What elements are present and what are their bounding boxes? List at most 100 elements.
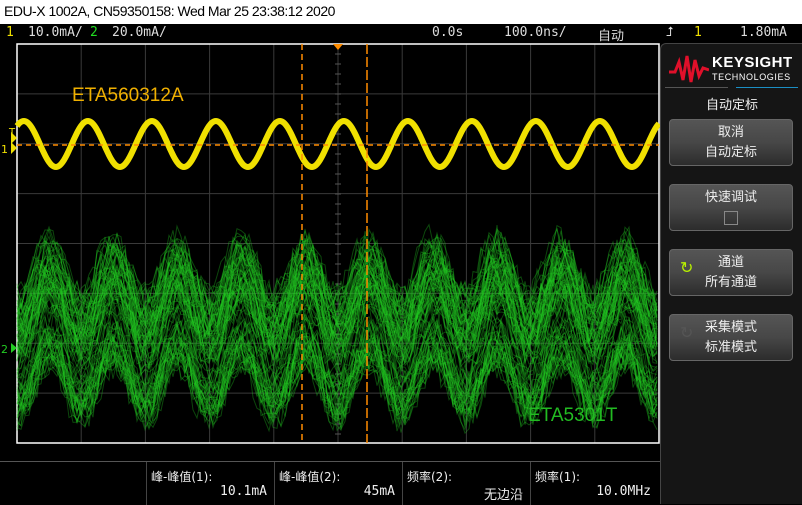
ch2-waveform-trace [16, 241, 658, 323]
trigger-position-marker [333, 44, 343, 50]
divider [665, 87, 728, 88]
menu-title: 自动定标 [705, 98, 758, 113]
ch2-waveform-trace [16, 231, 658, 318]
measurement-1[interactable]: 峰-峰值(1): 10.1mA [146, 462, 271, 505]
ch2-waveform-trace [16, 240, 658, 326]
rising-edge-icon: ⮥ [666, 25, 674, 40]
ch2-waveform-trace [16, 339, 658, 427]
ch2-waveform-trace [16, 260, 658, 347]
ch2-trace-label: ETA5301T [528, 405, 618, 426]
acquire-mode-button[interactable]: ↻ 采集模式 标准模式 [669, 314, 793, 361]
ch2-waveform-trace [16, 250, 658, 336]
ch2-waveform-trace [16, 335, 658, 419]
ch2-waveform-trace [16, 244, 658, 327]
ch2-waveform-trace [16, 225, 658, 312]
measurement-label: 峰-峰值(2): [279, 470, 341, 484]
ch2-waveform-trace [16, 341, 658, 425]
waveform-display[interactable]: 1 2 T ETA560312A ETA5301T [0, 43, 662, 461]
ch2-waveform-trace [16, 263, 658, 347]
rotate-icon: ↻ [680, 258, 694, 277]
ch2-waveform-trace [16, 282, 658, 365]
channels-button[interactable]: ↻ 通道 所有通道 [669, 249, 793, 296]
ch2-waveform-trace [16, 277, 658, 364]
trigger-marker-label: T [8, 127, 16, 138]
ch2-waveform-trace [16, 281, 658, 365]
ch2-waveform-trace [16, 343, 658, 429]
ch2-waveform-trace [16, 280, 658, 364]
ch2-scale[interactable]: 20.0mA/ [112, 25, 167, 40]
button-label: 取消 [717, 125, 744, 140]
ch2-waveform-trace [17, 299, 658, 382]
logo-sub: TECHNOLOGIES [712, 72, 791, 82]
ch2-waveform-trace [16, 333, 658, 419]
button-label: 采集模式 [704, 320, 757, 335]
ch2-ground-marker [11, 343, 17, 353]
ch2-waveform-trace [16, 312, 658, 398]
time-scale[interactable]: 100.0ns/ [504, 25, 567, 40]
ch2-number[interactable]: 2 [90, 25, 98, 40]
measurement-label: 峰-峰值(1): [151, 470, 213, 484]
ch2-waveform-trace [16, 287, 658, 371]
button-sublabel: 标准模式 [704, 340, 757, 355]
ch2-waveform-trace [16, 325, 658, 410]
ch2-waveform-trace [16, 302, 658, 382]
ch2-waveform-trace [16, 320, 658, 407]
trigger-level[interactable]: 1.80mA [740, 25, 787, 40]
ch2-waveform-trace [16, 264, 658, 351]
ch2-waveform-trace [16, 269, 658, 354]
divider-active [736, 87, 798, 88]
ch2-waveform-trace [16, 263, 658, 345]
ch2-waveform-trace [16, 263, 658, 349]
ch2-waveform-trace [16, 251, 658, 332]
ch2-waveform-trace [16, 271, 658, 359]
trigger-source[interactable]: 1 [694, 25, 702, 40]
cancel-autoscale-button[interactable]: 取消 自动定标 [669, 119, 793, 166]
ch2-waveform-trace [16, 266, 658, 351]
measurement-3[interactable]: 频率(2): 无边沿 [402, 462, 527, 505]
measurement-value: 10.1mA [220, 484, 267, 499]
ch2-waveform-trace [16, 301, 658, 385]
ch2-waveform-trace [16, 284, 658, 367]
time-offset[interactable]: 0.0s [432, 25, 464, 40]
fast-debug-button[interactable]: 快速调试 [669, 184, 793, 231]
ch2-waveform-trace [16, 336, 658, 421]
ch2-waveform-trace [16, 334, 658, 418]
trigger-mode[interactable]: 自动 [598, 29, 625, 44]
ch2-waveform-trace [16, 331, 658, 418]
ch1-number[interactable]: 1 [6, 25, 14, 40]
ch2-waveform-trace [16, 332, 658, 416]
ch2-waveform-trace [16, 238, 658, 325]
ch2-waveform-trace [16, 255, 658, 341]
ch2-waveform-trace [16, 341, 658, 426]
ch2-waveform-trace [16, 336, 658, 418]
ch2-waveform-trace [16, 342, 658, 426]
waveform-svg: 1 2 T [1, 43, 662, 444]
ch2-marker-label: 2 [1, 343, 8, 356]
ch2-waveform-trace [16, 285, 658, 367]
ch2-waveform-trace [16, 268, 658, 350]
rotate-icon: ↻ [680, 323, 694, 342]
ch2-waveform-trace [16, 319, 658, 403]
ch2-waveform-trace [16, 346, 658, 429]
ch2-waveform-trace [16, 225, 658, 311]
status-bar: 1 10.0mA/ 2 20.0mA/ 0.0s 100.0ns/ 自动 ⮥ 1… [0, 24, 802, 44]
ch1-scale[interactable]: 10.0mA/ [28, 25, 83, 40]
ch2-waveform-trace [16, 249, 658, 334]
ch2-waveform-trace [16, 257, 658, 340]
button-sublabel: 自动定标 [704, 145, 757, 160]
ch2-waveform-trace [16, 276, 658, 360]
measurement-2[interactable]: 峰-峰值(2): 45mA [274, 462, 399, 505]
ch2-waveform-trace [16, 244, 658, 330]
ch2-waveform-trace [16, 276, 658, 357]
ch2-waveform-trace [16, 258, 658, 343]
ch2-waveform-trace [16, 262, 658, 346]
ch2-waveform-trace [16, 327, 658, 415]
measurement-4[interactable]: 频率(1): 10.0MHz [530, 462, 655, 505]
ch2-waveform-trace [16, 347, 658, 433]
measurement-bar: 峰-峰值(1): 10.1mA 峰-峰值(2): 45mA 频率(2): 无边沿 频率… [0, 461, 660, 505]
ch2-waveform-trace [16, 228, 658, 311]
ch2-waveform-trace [16, 264, 658, 349]
ch2-waveform-trace [16, 289, 658, 374]
checkbox[interactable] [724, 211, 738, 225]
logo-wave-icon [669, 55, 709, 83]
